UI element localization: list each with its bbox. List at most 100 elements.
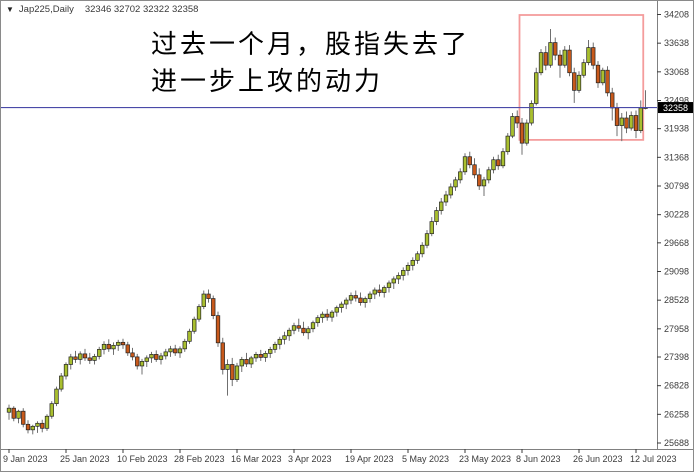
bull-candle — [510, 116, 515, 137]
bull-candle — [576, 74, 582, 91]
bull-candle — [320, 313, 325, 319]
bull-candle — [391, 278, 396, 284]
bull-candle — [548, 42, 553, 66]
bull-candle — [239, 359, 244, 367]
bear-candle — [610, 92, 615, 109]
bull-candle — [339, 303, 344, 308]
bull-candle — [310, 322, 316, 330]
bull-candle — [201, 293, 206, 307]
y-axis-label: 30228 — [664, 210, 689, 220]
bear-candle — [87, 357, 92, 361]
bull-candle — [59, 375, 64, 390]
bull-candle — [78, 353, 83, 360]
bull-candle — [168, 348, 173, 353]
bull-candle — [562, 49, 567, 66]
bear-candle — [325, 313, 330, 318]
x-axis-label: 8 Jun 2023 — [516, 454, 561, 464]
bull-candle — [30, 425, 35, 431]
bear-candle — [258, 354, 263, 358]
bull-candle — [225, 364, 230, 370]
bull-candle — [291, 325, 297, 331]
x-axis-label: 3 Apr 2023 — [288, 454, 332, 464]
bear-candle — [358, 297, 363, 303]
highlight-rectangle[interactable] — [518, 14, 645, 141]
bull-candle — [619, 117, 624, 126]
x-axis-label: 25 Jan 2023 — [60, 454, 110, 464]
bull-candle — [315, 317, 320, 324]
bull-candle — [410, 259, 415, 266]
y-axis-label: 29668 — [664, 238, 689, 248]
bull-candle — [638, 107, 643, 131]
bull-candle — [182, 340, 187, 350]
bear-candle — [567, 49, 572, 74]
bear-candle — [40, 422, 45, 429]
bear-candle — [211, 298, 216, 317]
bull-candle — [505, 135, 510, 153]
bull-candle — [348, 295, 354, 301]
bear-candle — [130, 352, 135, 358]
bull-candle — [282, 335, 287, 340]
bull-candle — [600, 69, 605, 84]
bull-candle — [491, 159, 496, 171]
bear-candle — [21, 410, 26, 425]
current-price-tag-label: 32358 — [663, 103, 688, 113]
x-axis-label: 28 Feb 2023 — [174, 454, 225, 464]
bull-candle — [139, 361, 145, 367]
bull-candle — [344, 299, 349, 305]
bull-candle — [367, 293, 373, 299]
bull-candle — [524, 122, 529, 144]
bear-candle — [206, 293, 211, 299]
bull-candle — [462, 156, 468, 173]
y-axis-label: 32498 — [664, 96, 689, 106]
bull-candle — [481, 179, 487, 187]
bull-candle — [334, 307, 339, 313]
bear-candle — [106, 343, 111, 350]
bull-candle — [386, 282, 392, 288]
bear-candle — [605, 69, 610, 94]
x-axis-label: 19 Apr 2023 — [345, 454, 394, 464]
symbol-dropdown-icon[interactable]: ▼ — [6, 5, 14, 14]
x-axis-label: 10 Feb 2023 — [117, 454, 168, 464]
bull-candle — [196, 306, 202, 320]
y-axis-label: 29098 — [664, 266, 689, 276]
y-axis-label: 28528 — [664, 295, 689, 305]
bull-candle — [405, 265, 411, 271]
bear-candle — [557, 54, 563, 66]
bull-candle — [101, 343, 107, 350]
bear-candle — [472, 164, 477, 176]
bear-candle — [220, 342, 225, 370]
x-axis-label: 23 May 2023 — [459, 454, 511, 464]
bull-candle — [54, 388, 59, 405]
bull-candle — [177, 348, 183, 354]
chart-annotation: 过去一个月，股指失去了 进一步上攻的动力 — [151, 27, 470, 101]
x-axis-label: 26 Jun 2023 — [573, 454, 623, 464]
bull-candle — [149, 354, 154, 359]
bull-candle — [401, 270, 406, 276]
bear-candle — [377, 289, 382, 293]
bull-candle — [363, 298, 368, 303]
bull-candle — [49, 403, 54, 417]
symbol-period-label: Jap225,Daily — [18, 4, 74, 15]
bull-candle — [586, 47, 591, 64]
bull-candle — [158, 355, 164, 360]
bull-candle — [277, 338, 282, 345]
bull-candle — [500, 151, 506, 167]
bull-candle — [63, 364, 69, 377]
bear-candle — [82, 353, 88, 359]
bull-candle — [268, 349, 273, 354]
bull-candle — [16, 410, 21, 419]
bull-candle — [306, 328, 311, 334]
bear-candle — [519, 122, 525, 144]
bull-candle — [443, 194, 449, 203]
bull-candle — [192, 318, 197, 332]
bull-candle — [144, 357, 149, 362]
bull-candle — [434, 210, 439, 222]
bull-candle — [234, 365, 240, 380]
y-axis-label: 31368 — [664, 152, 689, 162]
bull-candle — [534, 72, 539, 104]
x-axis-label: 12 Jul 2023 — [630, 454, 677, 464]
bull-candle — [581, 62, 586, 76]
bull-candle — [6, 407, 12, 413]
